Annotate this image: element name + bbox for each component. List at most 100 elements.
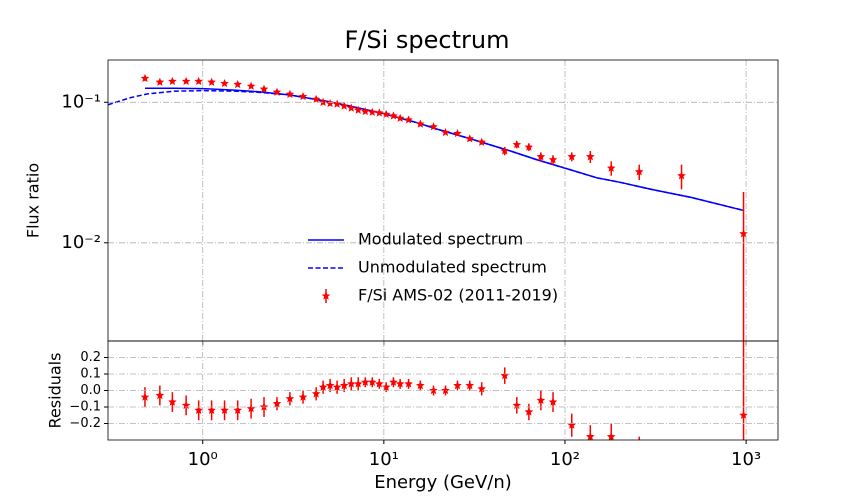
data-point — [500, 146, 510, 155]
plot-area — [140, 341, 748, 440]
data-point — [404, 379, 413, 388]
data-point — [168, 76, 177, 85]
x-tick-label: 10⁰ — [188, 449, 218, 470]
data-point — [346, 379, 356, 388]
data-point — [361, 377, 370, 386]
y-tick-label: 10⁻¹ — [61, 91, 101, 112]
y-tick-label: 10⁻² — [61, 232, 101, 253]
data-point — [548, 397, 558, 406]
legend-label: F/Si AMS-02 (2011-2019) — [358, 286, 558, 305]
data-point — [140, 73, 150, 83]
data-point — [233, 79, 242, 89]
legend-label: Modulated spectrum — [358, 230, 523, 249]
data-point — [339, 381, 349, 390]
x-tick-label: 10² — [550, 449, 580, 470]
data-point — [404, 115, 413, 124]
data-point — [259, 84, 269, 93]
data-point — [272, 87, 282, 96]
data-point — [285, 89, 295, 98]
legend-handle — [321, 291, 331, 300]
data-point — [332, 382, 342, 391]
data-point — [441, 127, 450, 137]
y-axis-label: Residuals — [46, 353, 65, 429]
x-tick-label: 10³ — [731, 449, 761, 470]
y-tick-label: −0.2 — [69, 416, 101, 431]
data-point — [325, 99, 335, 108]
data-point — [567, 152, 577, 161]
chart-title: F/Si spectrum — [345, 26, 510, 54]
data-point — [453, 381, 462, 390]
data-point — [524, 142, 534, 151]
plot-area — [108, 73, 748, 341]
data-point — [259, 402, 269, 411]
data-point — [586, 432, 595, 440]
data-point — [168, 397, 177, 406]
data-point — [395, 379, 405, 388]
data-point — [207, 77, 216, 86]
data-point — [353, 105, 363, 114]
data-point — [429, 386, 438, 395]
data-point — [416, 119, 425, 128]
data-point — [524, 407, 534, 416]
data-point — [375, 379, 384, 388]
data-point — [318, 382, 328, 391]
data-point — [429, 122, 438, 131]
data-point — [606, 432, 616, 440]
data-point — [389, 377, 398, 386]
y-tick-label: 0.1 — [80, 367, 101, 382]
data-point — [548, 155, 558, 164]
data-point — [246, 404, 256, 413]
data-point — [332, 99, 342, 108]
x-axis-label: Energy (GeV/n) — [374, 472, 512, 493]
data-point — [155, 77, 165, 86]
data-point — [194, 76, 203, 85]
data-point — [389, 111, 398, 120]
data-point — [465, 134, 475, 143]
data-point — [567, 420, 577, 429]
data-point — [298, 91, 308, 101]
data-point — [181, 76, 191, 85]
data-point — [606, 163, 616, 172]
data-point — [536, 395, 546, 405]
data-point — [298, 392, 308, 401]
data-point — [311, 94, 321, 103]
data-point — [246, 81, 256, 90]
data-point — [536, 152, 546, 161]
y-axis-label: Flux ratio — [24, 163, 43, 238]
data-point — [453, 128, 462, 138]
data-point — [311, 389, 321, 398]
data-point — [416, 381, 425, 390]
data-point — [220, 405, 229, 414]
data-point — [339, 101, 349, 110]
legend-label: Unmodulated spectrum — [358, 258, 547, 277]
data-point — [318, 97, 328, 106]
data-point — [739, 410, 748, 419]
data-point — [441, 386, 450, 395]
data-point — [634, 167, 644, 176]
data-point — [233, 405, 242, 414]
axes-frame — [107, 340, 779, 441]
y-tick-label: 0.2 — [80, 350, 101, 365]
data-point — [220, 79, 229, 88]
data-point — [325, 381, 335, 390]
y-tick-label: 0.0 — [80, 383, 101, 398]
data-point — [353, 379, 363, 388]
data-point — [272, 399, 282, 408]
y-tick-label: −0.1 — [69, 400, 101, 415]
data-point — [500, 371, 510, 380]
x-tick-label: 10¹ — [369, 449, 399, 470]
data-point — [739, 229, 748, 238]
data-point — [140, 392, 150, 401]
data-point — [465, 381, 475, 390]
data-point — [361, 107, 370, 116]
data-point — [677, 171, 686, 180]
data-point — [477, 137, 486, 146]
data-point — [512, 140, 522, 149]
data-point — [285, 394, 295, 403]
data-point — [367, 377, 377, 386]
data-point — [586, 152, 595, 161]
data-point — [375, 108, 384, 117]
data-point — [395, 113, 405, 122]
